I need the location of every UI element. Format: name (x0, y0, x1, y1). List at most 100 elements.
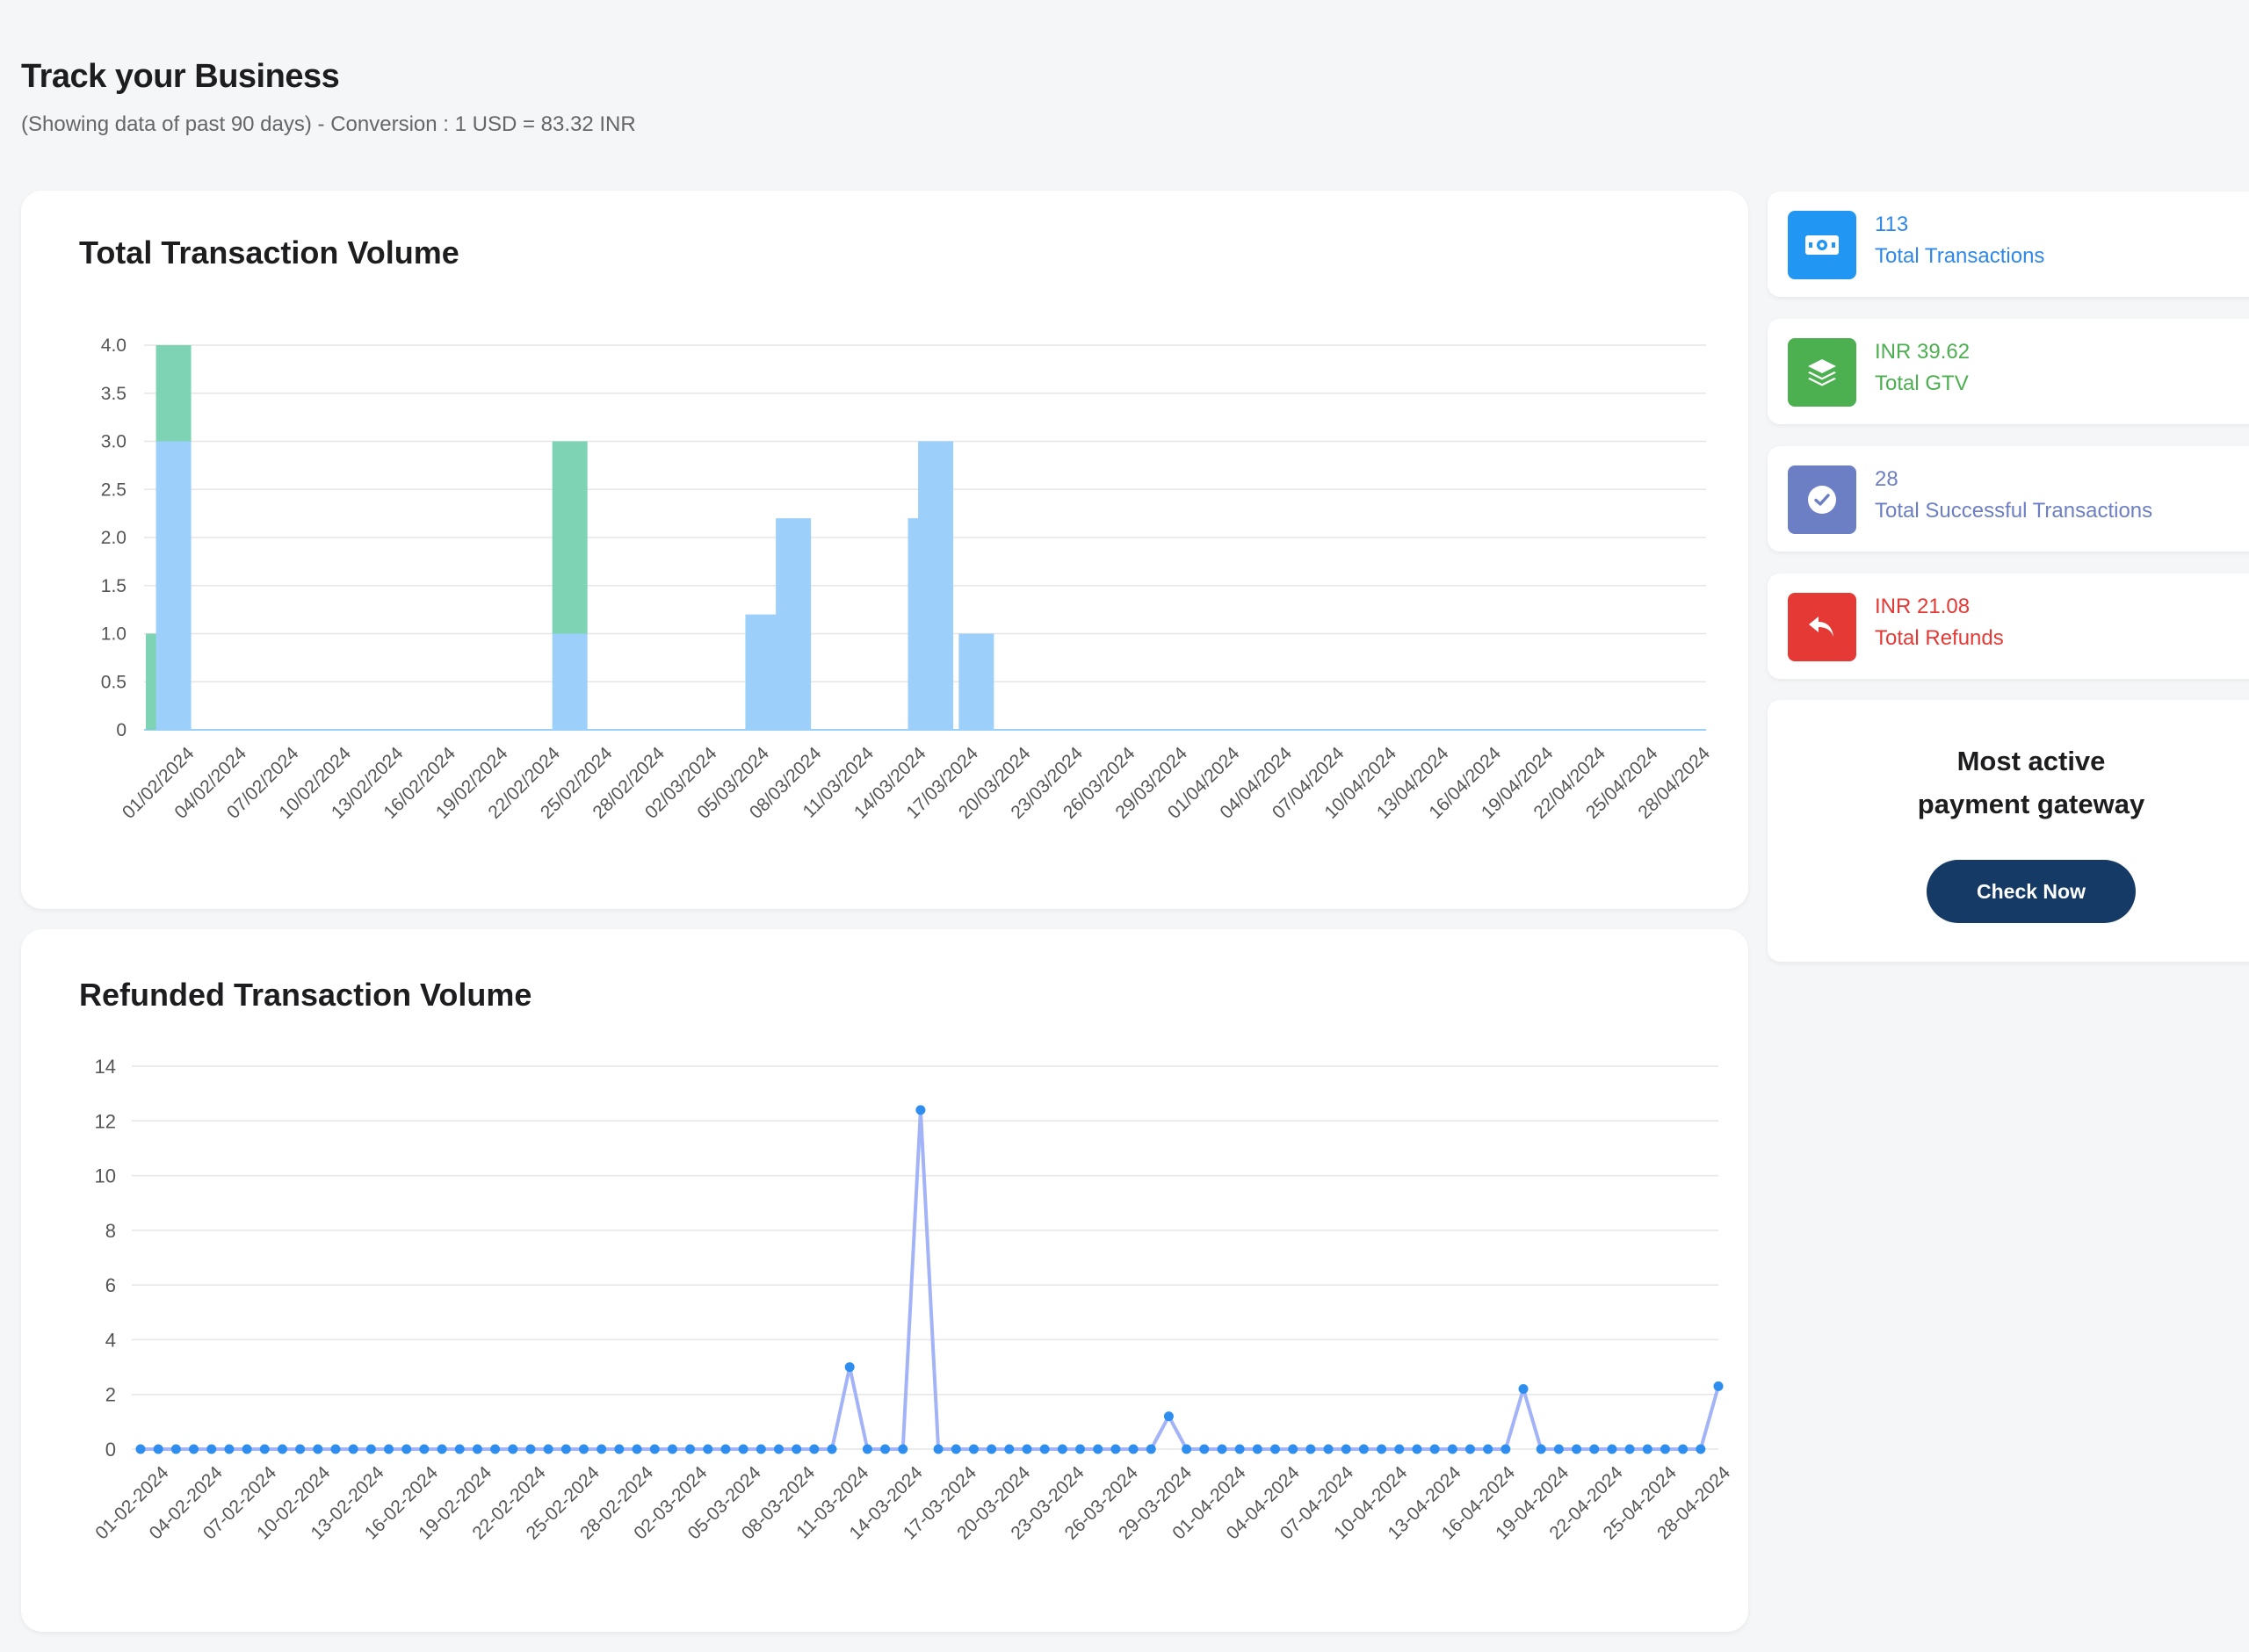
total-transaction-volume-card: Total Transaction Volume 0 0.5 1.0 1.5 2.0 2.… (21, 191, 1748, 909)
data-point (649, 1444, 660, 1454)
stat-value: 28 (1875, 467, 1898, 491)
data-point (1163, 1411, 1174, 1422)
data-point (1589, 1444, 1600, 1454)
data-point (1464, 1444, 1475, 1454)
data-point (1642, 1444, 1652, 1454)
data-point (454, 1444, 465, 1454)
refunded-transaction-volume-chart: 0246810121401-02-202404-02-202407-02-202… (91, 1056, 1734, 1543)
data-point (224, 1444, 235, 1454)
data-point (898, 1444, 908, 1454)
data-point (472, 1444, 482, 1454)
bar-segment-blue (155, 441, 192, 730)
data-point (1039, 1444, 1050, 1454)
data-point (792, 1444, 802, 1454)
stat-total-refunds[interactable]: INR 21.08 Total Refunds (1768, 574, 2249, 679)
data-point (313, 1444, 323, 1454)
bar-segment-blue (958, 633, 994, 730)
undo-icon (1788, 593, 1856, 661)
data-point (135, 1444, 146, 1454)
data-point (1412, 1444, 1422, 1454)
data-point (490, 1444, 501, 1454)
bar-segment-blue (918, 441, 954, 730)
data-point (862, 1444, 872, 1454)
y-tick-label: 1.5 (101, 576, 127, 596)
data-point (1341, 1444, 1351, 1454)
y-tick-label: 3.5 (101, 384, 127, 404)
data-point (1022, 1444, 1032, 1454)
data-point (242, 1444, 252, 1454)
data-point (1607, 1444, 1617, 1454)
total-transaction-volume-title: Total Transaction Volume (79, 234, 459, 271)
data-point (1270, 1444, 1281, 1454)
data-point (614, 1444, 625, 1454)
data-point (560, 1444, 571, 1454)
data-point (933, 1444, 944, 1454)
data-point (1394, 1444, 1405, 1454)
page-subtitle: (Showing data of past 90 days) - Convers… (21, 112, 636, 136)
y-tick-label: 1.0 (101, 624, 127, 645)
data-point (1217, 1444, 1227, 1454)
data-point (1483, 1444, 1493, 1454)
stat-total-gtv[interactable]: INR 39.62 Total GTV (1768, 319, 2249, 424)
data-point (1057, 1444, 1067, 1454)
data-point (543, 1444, 553, 1454)
data-point (738, 1444, 748, 1454)
data-point (578, 1444, 589, 1454)
bar-segment-blue (745, 614, 781, 730)
y-tick-label: 0 (105, 1439, 116, 1461)
data-point (1075, 1444, 1086, 1454)
data-point (844, 1362, 855, 1373)
data-point (632, 1444, 642, 1454)
data-point (153, 1444, 163, 1454)
y-tick-label: 2 (105, 1384, 116, 1406)
y-tick-label: 2.0 (101, 528, 127, 548)
data-point (525, 1444, 536, 1454)
y-tick-label: 4.0 (101, 335, 127, 356)
data-point (1146, 1444, 1156, 1454)
bar-segment-green (552, 441, 588, 634)
bar-segment-blue (776, 518, 812, 730)
data-point (1110, 1444, 1121, 1454)
stat-total-transactions[interactable]: 113 Total Transactions (1768, 191, 2249, 297)
payment-gateway-card: Most active payment gateway Check Now (1768, 700, 2249, 962)
data-point (1553, 1444, 1564, 1454)
data-point (756, 1444, 766, 1454)
y-tick-label: 12 (95, 1110, 116, 1132)
data-point (1447, 1444, 1457, 1454)
check-now-button[interactable]: Check Now (1927, 860, 2136, 923)
data-point (597, 1444, 607, 1454)
data-point (437, 1444, 447, 1454)
data-point (951, 1444, 961, 1454)
y-tick-label: 10 (95, 1165, 116, 1187)
stat-label: Total Successful Transactions (1875, 499, 2153, 523)
y-tick-label: 0.5 (101, 672, 127, 692)
data-point (1182, 1444, 1192, 1454)
data-point (508, 1444, 518, 1454)
data-point (1004, 1444, 1015, 1454)
data-point (667, 1444, 677, 1454)
stat-total-successful-transactions[interactable]: 28 Total Successful Transactions (1768, 446, 2249, 552)
data-point (277, 1444, 287, 1454)
stat-label: Total Transactions (1875, 244, 2045, 268)
data-point (1660, 1444, 1670, 1454)
stat-value: INR 39.62 (1875, 340, 1971, 364)
refund-series-line (141, 1107, 1720, 1451)
data-point (915, 1105, 926, 1115)
y-tick-label: 0 (116, 720, 127, 740)
data-point (1377, 1444, 1387, 1454)
data-point (259, 1444, 270, 1454)
data-point (880, 1444, 891, 1454)
data-point (330, 1444, 341, 1454)
stat-value: INR 21.08 (1875, 595, 1971, 618)
bar-segment-green (155, 345, 192, 442)
y-tick-label: 3.0 (101, 432, 127, 452)
data-point (720, 1444, 731, 1454)
data-point (1252, 1444, 1262, 1454)
cash-icon (1788, 211, 1856, 279)
data-point (1234, 1444, 1245, 1454)
data-point (1305, 1444, 1316, 1454)
data-point (827, 1444, 837, 1454)
data-point (968, 1444, 979, 1454)
data-point (1323, 1444, 1334, 1454)
page-title: Track your Business (21, 58, 340, 95)
